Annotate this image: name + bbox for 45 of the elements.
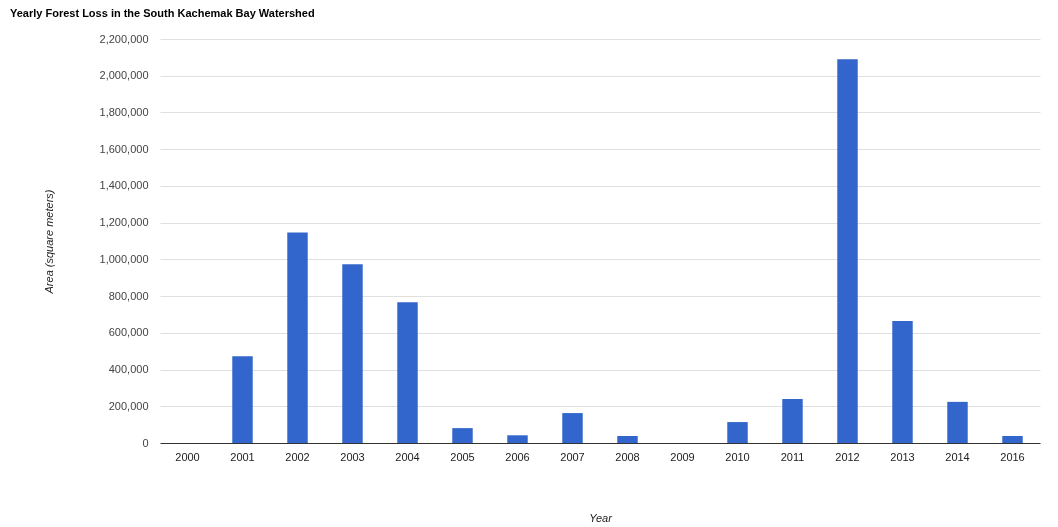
bar <box>837 59 858 443</box>
x-tick-label: 2016 <box>1000 450 1025 463</box>
x-tick-label: 2001 <box>230 450 255 463</box>
y-tick-label: 1,800,000 <box>99 105 149 118</box>
bar <box>947 401 968 443</box>
y-tick-label: 1,000,000 <box>99 252 149 265</box>
x-tick-label: 2006 <box>505 450 530 463</box>
y-tick-label: 2,200,000 <box>99 32 149 45</box>
bar <box>1002 436 1023 443</box>
x-tick-label: 2004 <box>395 450 420 463</box>
y-tick-label: 800,000 <box>108 289 149 302</box>
bar <box>397 302 418 443</box>
x-tick-label: 2002 <box>285 450 310 463</box>
bar <box>342 264 363 443</box>
bar <box>782 398 803 443</box>
bar <box>287 232 308 443</box>
x-tick-label: 2014 <box>945 450 970 463</box>
x-axis-title: Year <box>589 511 614 524</box>
y-tick-label: 2,000,000 <box>99 69 149 82</box>
bar <box>232 356 253 443</box>
bar <box>727 422 748 443</box>
bar <box>617 436 638 443</box>
x-tick-label: 2012 <box>835 450 860 463</box>
y-tick-label: 600,000 <box>108 326 149 339</box>
x-tick-label: 2009 <box>670 450 695 463</box>
y-tick-label: 1,600,000 <box>99 142 149 155</box>
y-tick-label: 0 <box>142 436 149 449</box>
bar <box>892 320 913 443</box>
y-tick-label: 1,200,000 <box>99 216 149 229</box>
x-tick-label: 2007 <box>560 450 585 463</box>
bar <box>507 435 528 443</box>
bar <box>562 413 583 443</box>
x-tick-label: 2011 <box>780 450 805 463</box>
y-tick-label: 400,000 <box>108 363 149 376</box>
x-tick-label: 2008 <box>615 450 640 463</box>
x-tick-label: 2000 <box>175 450 200 463</box>
x-tick-label: 2003 <box>340 450 365 463</box>
bar <box>452 428 473 443</box>
y-tick-label: 1,400,000 <box>99 179 149 192</box>
x-tick-label: 2010 <box>725 450 750 463</box>
y-axis-title: Area (square meters) <box>42 189 55 295</box>
y-tick-label: 200,000 <box>108 399 149 412</box>
chart-title: Yearly Forest Loss in the South Kachemak Bay Watershed <box>10 7 315 19</box>
x-tick-label: 2013 <box>890 450 915 463</box>
x-tick-label: 2005 <box>450 450 475 463</box>
